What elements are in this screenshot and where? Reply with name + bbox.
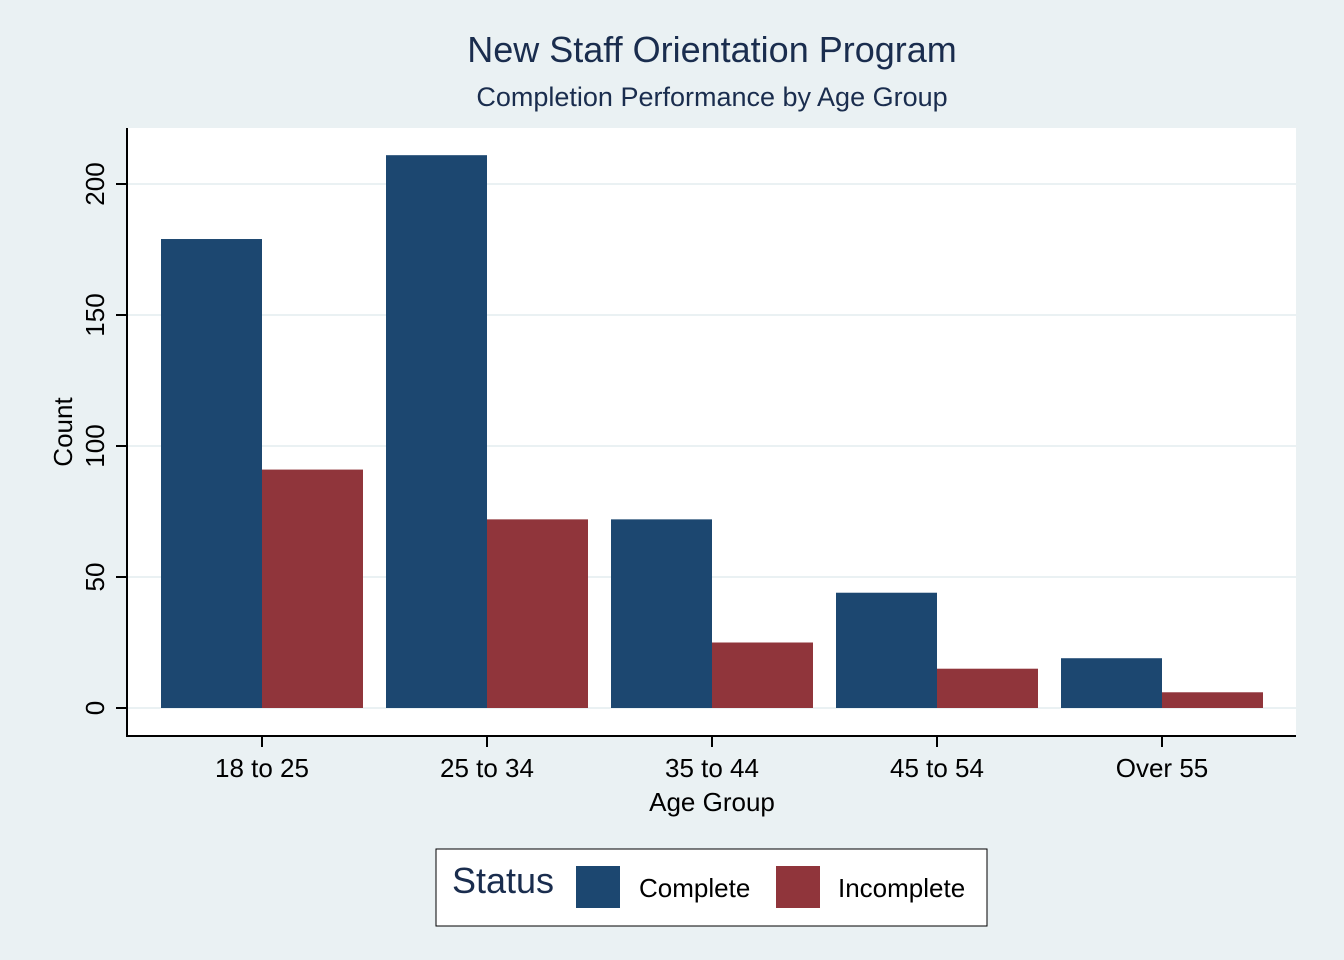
legend-title: Status [452,860,554,901]
legend: Status Complete Incomplete [435,848,988,927]
legend-label-complete: Complete [639,873,750,903]
legend-label-incomplete: Incomplete [838,873,965,903]
x-tick-label-25-to-34: 25 to 34 [440,753,534,783]
y-ticks: 0 50 100 150 200 [80,162,127,715]
x-tick-label-45-to-54: 45 to 54 [890,753,984,783]
legend-box [435,848,988,927]
y-tick-label-150: 150 [80,293,110,336]
bars [161,155,1263,708]
bar-incomplete-35-to-44 [712,642,813,708]
x-tick-label-35-to-44: 35 to 44 [665,753,759,783]
x-axis-label: Age Group [649,787,775,817]
y-tick-label-50: 50 [80,563,110,592]
bar-complete-35-to-44 [611,519,712,708]
x-tick-label-over-55: Over 55 [1116,753,1209,783]
bar-incomplete-25-to-34 [487,519,588,708]
bar-incomplete-over-55 [1162,692,1263,708]
bar-complete-18-to-25 [161,239,262,708]
bar-incomplete-18-to-25 [262,469,363,708]
y-tick-label-200: 200 [80,162,110,205]
y-axis-label: Count [48,397,78,467]
bar-complete-over-55 [1061,658,1162,708]
y-tick-label-0: 0 [80,701,110,715]
chart-subtitle: Completion Performance by Age Group [476,82,947,112]
bar-incomplete-45-to-54 [937,668,1038,708]
legend-swatch-incomplete [776,866,820,908]
y-tick-label-100: 100 [80,424,110,467]
x-tick-label-18-to-25: 18 to 25 [215,753,309,783]
legend-swatch-complete [576,866,620,908]
bar-complete-25-to-34 [386,155,487,708]
x-ticks: 18 to 25 25 to 34 35 to 44 45 to 54 Over 55 [215,736,1208,783]
chart-title: New Staff Orientation Program [467,29,957,70]
bar-complete-45-to-54 [836,592,937,708]
